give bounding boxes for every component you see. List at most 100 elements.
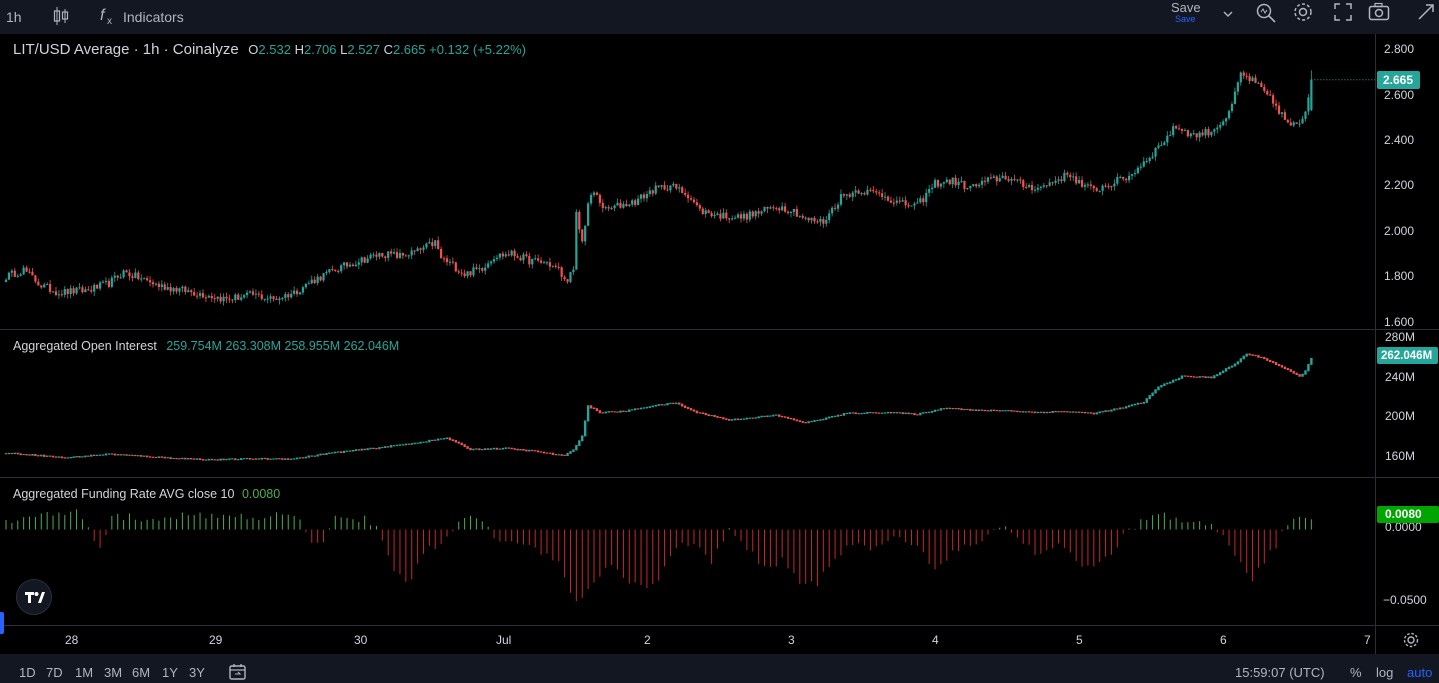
oi-bar <box>4 453 8 455</box>
time-axis[interactable]: 28 29 30 Jul 2 3 4 5 6 7 <box>65 633 1371 647</box>
candle-body <box>954 177 957 186</box>
gear-icon[interactable] <box>1292 1 1314 23</box>
candle-body <box>216 296 219 299</box>
oi-bar <box>1119 407 1122 410</box>
range-1y[interactable]: 1Y <box>162 665 178 680</box>
candle-body <box>63 289 66 295</box>
candle-body <box>625 203 628 207</box>
axis-settings-icon[interactable] <box>1403 632 1419 648</box>
open-interest-legend[interactable]: Aggregated Open Interest 259.754M 263.30… <box>13 339 399 353</box>
candle-body <box>795 208 798 217</box>
candle-body <box>298 292 302 295</box>
fr-title[interactable]: Aggregated Funding Rate AVG close 10 <box>13 487 235 501</box>
oi-bar <box>783 416 787 418</box>
candle-body <box>1063 172 1066 182</box>
log-scale-toggle[interactable]: log <box>1376 665 1394 680</box>
oi-bar <box>786 416 790 419</box>
candle-body <box>431 242 434 247</box>
fullscreen-icon[interactable] <box>1333 2 1353 22</box>
candle-body <box>381 253 384 257</box>
oi-bar <box>589 405 593 409</box>
price-axis[interactable]: 2.800 2.600 2.400 2.200 2.000 1.800 1.60… <box>1377 42 1420 329</box>
oi-bar <box>137 455 140 457</box>
oi-bar <box>16 452 19 455</box>
expand-icon[interactable] <box>1416 2 1436 22</box>
candle-body <box>522 254 525 261</box>
oi-bar <box>22 453 25 456</box>
candles-icon[interactable] <box>52 5 70 27</box>
close-label: C <box>383 42 393 57</box>
candle-body <box>504 254 507 257</box>
open-interest-axis[interactable]: 280M 240M 200M 160M 262.046M <box>1377 330 1438 463</box>
oi-bar <box>107 453 111 455</box>
candle-body <box>572 269 575 273</box>
oi-bar <box>828 416 831 419</box>
percent-scale-toggle[interactable]: % <box>1350 665 1362 680</box>
interval-selector[interactable]: 1h <box>6 9 22 25</box>
candle-body <box>310 279 313 284</box>
candle-body <box>13 270 16 277</box>
tradingview-logo[interactable] <box>16 579 52 615</box>
clock-display[interactable]: 15:59:07 (UTC) <box>1235 665 1325 680</box>
candle-body <box>1310 79 1313 110</box>
candle-body <box>1257 82 1260 84</box>
oi-bar <box>825 417 828 420</box>
calendar-icon[interactable] <box>228 662 248 682</box>
oi-bar <box>966 408 969 411</box>
oi-bar <box>242 458 246 460</box>
candle-body <box>681 187 684 193</box>
price-tick: 1.800 <box>1384 269 1414 283</box>
range-3y[interactable]: 3Y <box>189 665 205 680</box>
oi-title[interactable]: Aggregated Open Interest <box>13 339 157 353</box>
oi-bar <box>1183 375 1187 377</box>
candle-body <box>866 189 869 195</box>
oi-bar <box>534 450 537 452</box>
range-7d[interactable]: 7D <box>46 665 63 680</box>
candle-body <box>1166 135 1169 143</box>
range-6m[interactable]: 6M <box>132 665 151 680</box>
symbol-title[interactable]: LIT/USD Average · 1h · Coinalyze <box>13 41 239 58</box>
chart-area[interactable]: 2.800 2.600 2.400 2.200 2.000 1.800 1.60… <box>0 34 1439 654</box>
oi-bar <box>404 443 408 446</box>
auto-scale-toggle[interactable]: auto <box>1407 665 1433 680</box>
camera-icon[interactable] <box>1368 2 1390 22</box>
oi-bar <box>883 412 887 414</box>
quick-search-icon[interactable] <box>1255 2 1277 24</box>
candle-body <box>1110 185 1113 187</box>
candle-body <box>754 211 757 217</box>
oi-bar <box>548 452 552 454</box>
chevron-down-icon[interactable] <box>1222 8 1234 20</box>
candle-body <box>1142 161 1145 167</box>
candle-body <box>113 275 116 278</box>
funding-rate-legend[interactable]: Aggregated Funding Rate AVG close 10 0.0… <box>13 487 280 501</box>
candle-body <box>319 276 322 281</box>
candle-body <box>716 213 719 216</box>
bottom-toolbar: 1D 7D 1M 3M 6M 1Y 3Y 15:59:07 (UTC) % lo… <box>0 654 1439 683</box>
oi-bar <box>1269 359 1272 363</box>
oi-bar <box>337 451 340 453</box>
oi-bar <box>289 458 293 460</box>
candle-body <box>995 176 998 182</box>
chart-canvas[interactable]: 2.800 2.600 2.400 2.200 2.000 1.800 1.60… <box>0 34 1439 654</box>
main-legend[interactable]: LIT/USD Average · 1h · Coinalyze O2.532 … <box>13 41 526 58</box>
oi-bar <box>913 412 916 416</box>
oi-bar <box>833 415 837 417</box>
oi-bar <box>686 407 690 410</box>
candle-body <box>1272 95 1275 104</box>
high-label: H <box>294 42 304 57</box>
candle-body <box>181 286 184 289</box>
range-3m[interactable]: 3M <box>104 665 123 680</box>
range-1d[interactable]: 1D <box>19 665 36 680</box>
candle-body <box>1136 167 1139 174</box>
candle-body <box>260 294 263 299</box>
candle-body <box>407 255 410 257</box>
time-tick: 28 <box>65 633 79 647</box>
funding-rate-axis[interactable]: 0.0000 −0.0500 0.0080 <box>1377 506 1439 607</box>
range-1m[interactable]: 1M <box>75 665 94 680</box>
oi-bar <box>1307 363 1310 372</box>
candle-body <box>578 211 581 230</box>
candle-body <box>60 294 63 296</box>
oi-bar <box>201 459 205 461</box>
side-panel-tab[interactable] <box>0 612 4 634</box>
oi-bar <box>983 409 987 412</box>
